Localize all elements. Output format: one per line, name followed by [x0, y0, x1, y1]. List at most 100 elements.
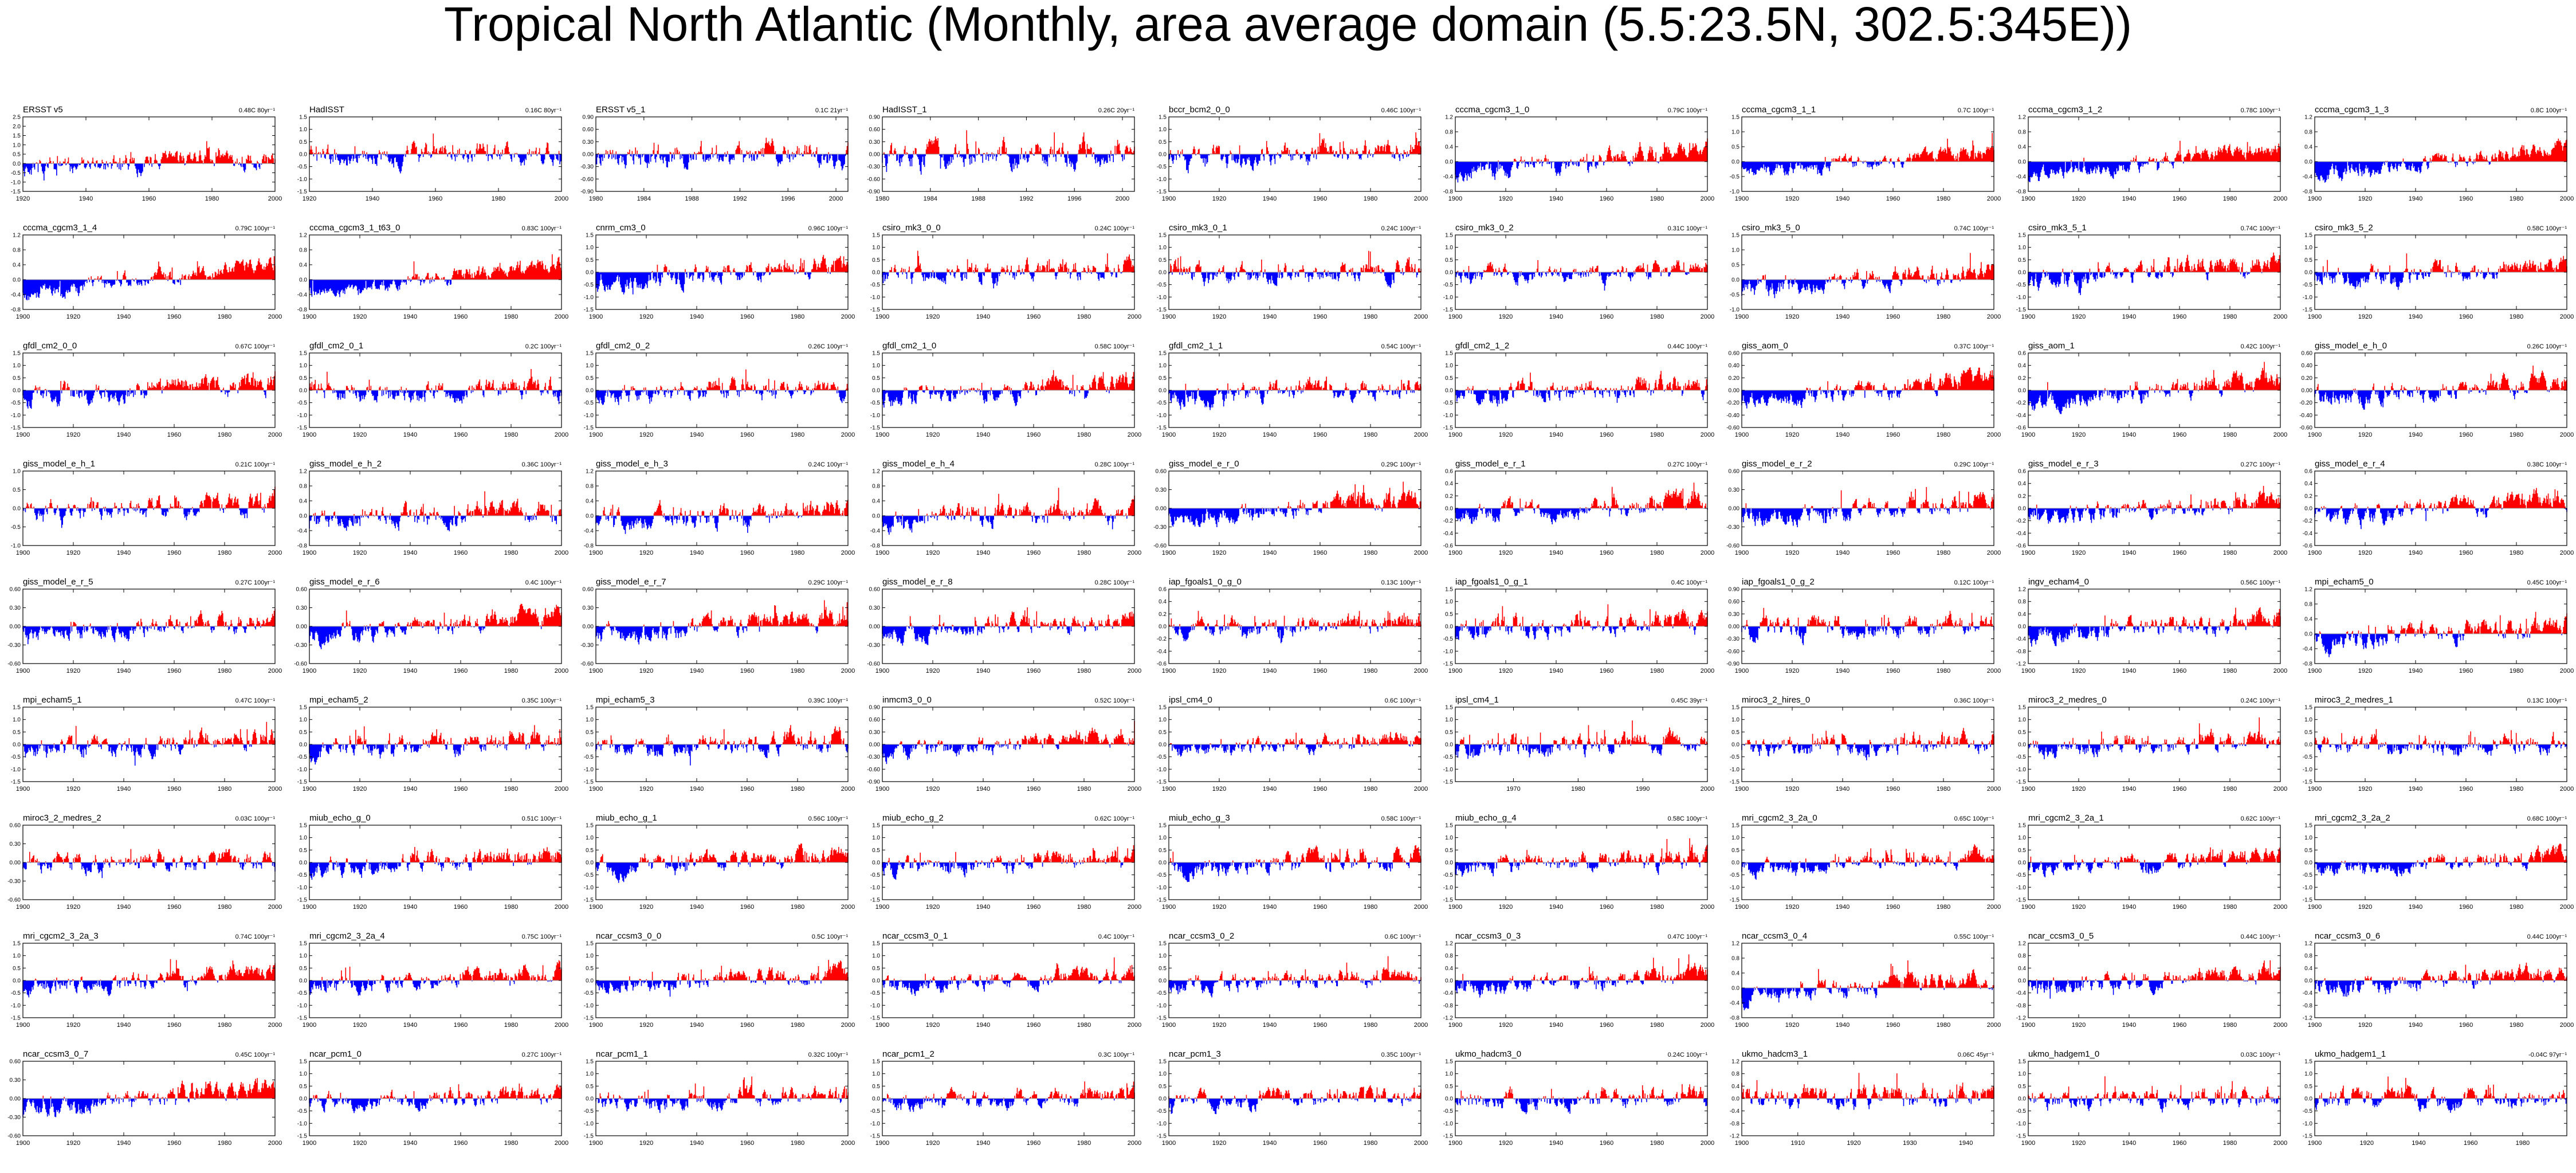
panel-title: iap_fgoals1_0_g_1 [1455, 577, 1528, 587]
x-tick-label: 1940 [2122, 786, 2136, 793]
y-tick-label: -1.5 [1443, 661, 1454, 668]
panel-64: mri_cgcm2_3_2a_3 0.74C 100yr⁻¹ -1.5 -1.0 -0.… [11, 931, 282, 1029]
y-tick-label: 0.0 [2018, 388, 2026, 394]
x-tick-label: 1980 [791, 1140, 804, 1147]
y-tick-label: -0.60 [1726, 649, 1739, 655]
x-tick-label: 1980 [1650, 668, 1664, 674]
x-tick-label: 1980 [2510, 904, 2523, 911]
x-tick-label: 1900 [1448, 313, 1462, 320]
panel-trend: 0.4C 100yr⁻¹ [525, 579, 562, 586]
x-tick-label: 1980 [1937, 550, 1950, 556]
y-tick-label: 0.0 [299, 742, 307, 748]
x-tick-label: 1920 [303, 195, 316, 202]
positive-anomaly-series [906, 607, 1135, 626]
x-tick-label: 2000 [2560, 313, 2574, 320]
plot-frame [595, 470, 849, 546]
panel-title: giss_model_e_r_2 [1742, 459, 1812, 469]
y-tick-label: 0.0 [299, 978, 307, 984]
y-tick-label: -1.5 [2016, 779, 2027, 786]
x-tick-label: 1980 [2223, 550, 2237, 556]
x-tick-label: 1980 [1364, 668, 1377, 674]
negative-anomaly-series [1455, 508, 1708, 524]
y-tick-label: 1.0 [1445, 599, 1453, 605]
panel-29: giss_model_e_h_2 0.36C 100yr⁻¹ -0.8 -0.4 0.0… [297, 459, 568, 556]
positive-anomaly-series [28, 849, 272, 862]
y-tick-label: 1.5 [2304, 233, 2312, 239]
negative-anomaly-series [309, 1099, 552, 1113]
panel-title: giss_model_e_r_5 [23, 577, 93, 587]
panel-trend: 0.75C 100yr⁻¹ [522, 933, 562, 940]
x-tick-label: 1980 [1937, 786, 1950, 793]
y-tick-label: -1.0 [584, 885, 594, 891]
positive-anomaly-series [1240, 481, 1421, 508]
y-tick-label: 0.8 [1731, 1071, 1739, 1077]
x-tick-label: 1980 [1650, 550, 1664, 556]
negative-anomaly-series [2028, 744, 2277, 759]
x-tick-label: 1900 [303, 904, 316, 911]
y-tick-label: 1.0 [13, 469, 21, 475]
negative-anomaly-series [1455, 862, 1701, 877]
x-tick-label: 2000 [1987, 1022, 2001, 1029]
x-tick-label: 1940 [117, 550, 131, 556]
y-tick-label: 0.0 [586, 860, 594, 866]
y-tick-label: 0.40 [1729, 363, 1740, 369]
negative-anomaly-series [1455, 272, 1690, 291]
positive-anomaly-series [898, 721, 1135, 744]
y-tick-label: 0.4 [586, 499, 594, 505]
x-tick-label: 1940 [403, 550, 417, 556]
y-tick-label: -0.4 [1730, 1001, 1740, 1007]
y-tick-label: 1.0 [2304, 835, 2312, 841]
y-tick-label: 1.5 [586, 351, 594, 357]
y-tick-label: -0.6 [1443, 543, 1454, 550]
negative-anomaly-series [22, 390, 266, 409]
x-tick-label: 1920 [1785, 313, 1799, 320]
y-tick-label: -0.60 [580, 176, 594, 183]
positive-anomaly-series [1460, 720, 1708, 744]
x-tick-label: 1980 [791, 786, 804, 793]
x-tick-label: 1960 [1027, 786, 1040, 793]
positive-anomaly-series [889, 250, 1135, 272]
panel-26: giss_aom_1 0.42C 100yr⁻¹ -0.6 -0.4 -0.2 0.0 0.… [2016, 341, 2287, 438]
x-tick-label: 2000 [1128, 550, 1141, 556]
negative-anomaly-series [1168, 508, 1420, 527]
negative-anomaly-series [1168, 272, 1418, 288]
y-tick-label: 1.5 [1159, 1059, 1167, 1065]
panel-7: cccma_cgcm3_1_1 0.7C 100yr⁻¹ -1.0 -0.5 0.0 0.… [1730, 105, 2001, 202]
y-tick-label: 0.5 [586, 966, 594, 972]
x-tick-label: 1900 [1448, 1140, 1462, 1147]
y-tick-label: -0.5 [1730, 872, 1740, 878]
x-tick-label: 1920 [1212, 550, 1226, 556]
x-tick-label: 1940 [690, 550, 704, 556]
x-tick-label: 2000 [841, 1022, 855, 1029]
panel-title: giss_model_e_r_8 [882, 577, 953, 587]
y-tick-label: 0.0 [13, 978, 21, 984]
negative-anomaly-series [313, 154, 562, 174]
x-tick-label: 1940 [1263, 550, 1277, 556]
negative-anomaly-series [882, 390, 1110, 408]
x-tick-label: 1920 [1785, 904, 1799, 911]
y-tick-label: -1.0 [1443, 295, 1454, 301]
y-tick-label: 0.0 [2304, 631, 2312, 638]
y-tick-label: 0.0 [1445, 388, 1453, 394]
panel-8: cccma_cgcm3_1_2 0.78C 100yr⁻¹ -0.8 -0.4 0.0 0… [2016, 105, 2287, 202]
y-tick-label: 1.5 [2018, 1059, 2026, 1065]
y-tick-label: 0.8 [872, 484, 880, 490]
panel-title: mri_cgcm2_3_2a_3 [23, 931, 99, 941]
x-tick-label: 1996 [781, 195, 795, 202]
x-tick-label: 1920 [2358, 431, 2372, 438]
negative-anomaly-series [2028, 508, 2250, 524]
y-tick-label: -0.4 [1443, 531, 1454, 537]
y-tick-label: -0.90 [867, 779, 880, 786]
x-tick-label: 1960 [1886, 1022, 1900, 1029]
x-tick-label: 1940 [2409, 313, 2422, 320]
y-tick-label: -1.0 [2016, 295, 2027, 301]
x-tick-label: 1988 [971, 195, 985, 202]
x-tick-label: 1900 [2021, 904, 2035, 911]
x-tick-label: 1940 [1836, 195, 1849, 202]
x-tick-label: 1980 [2510, 550, 2523, 556]
y-tick-label: 1.2 [299, 469, 307, 475]
x-tick-label: 1920 [353, 431, 367, 438]
y-tick-label: -0.8 [1443, 1003, 1454, 1009]
y-tick-label: -1.5 [1443, 897, 1454, 904]
panel-title: giss_model_e_r_0 [1169, 459, 1239, 469]
